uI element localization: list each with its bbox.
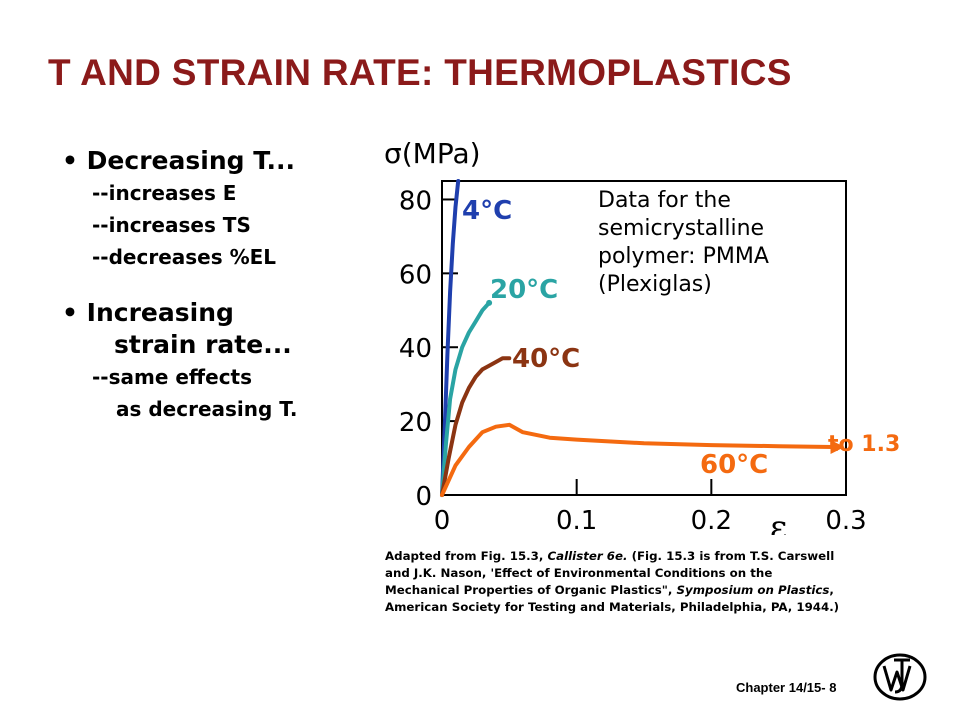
bullet-increasing: • Increasing <box>62 298 234 327</box>
y-tick-label: 0 <box>415 482 432 512</box>
series-label: 4°C <box>462 196 512 226</box>
x-axis-label: ε <box>770 508 788 535</box>
x-tick-label: 0.1 <box>556 506 597 535</box>
series-label: 40°C <box>512 344 580 374</box>
y-tick-label: 60 <box>399 260 432 290</box>
series-line <box>440 356 512 497</box>
sub-bullet: --decreases %EL <box>92 245 277 269</box>
series-end-point <box>486 299 493 306</box>
x-tick-label: 0 <box>434 506 451 535</box>
x-tick-label: 0.3 <box>825 506 866 535</box>
y-tick-label: 80 <box>399 186 432 216</box>
annotation-text: Data for the <box>598 188 731 213</box>
sub-bullet: as decreasing T. <box>116 397 298 421</box>
chapter-footer: Chapter 14/15- 8 <box>736 680 837 695</box>
y-tick-label: 20 <box>399 408 432 438</box>
y-tick-label: 40 <box>399 334 432 364</box>
series-line <box>440 422 835 497</box>
series-label: 20°C <box>490 275 558 305</box>
wiley-logo-icon <box>873 653 927 701</box>
slide-title: T AND STRAIN RATE: THERMOPLASTICS <box>48 52 792 93</box>
extension-label: to 1.3 <box>828 432 900 457</box>
bullet-decreasing-t: • Decreasing T... <box>62 146 295 175</box>
series-label: 60°C <box>700 450 768 480</box>
bullet-strain-rate: strain rate... <box>114 330 292 359</box>
annotation-text: polymer: PMMA <box>598 244 769 269</box>
series-line <box>440 179 461 497</box>
sub-bullet: --increases E <box>92 181 237 205</box>
bullet-list: • Decreasing T... --increases E --increa… <box>62 145 382 425</box>
figure-caption: Adapted from Fig. 15.3, Callister 6e. (F… <box>385 549 840 614</box>
annotation-text: (Plexiglas) <box>598 272 712 297</box>
stress-strain-chart: 0 20 40 60 80 0 0.1 0.2 0.3 σ(MPa) ε Data for the se… <box>384 137 900 535</box>
x-tick-label: 0.2 <box>691 506 732 535</box>
plot-frame <box>441 180 847 496</box>
sub-bullet: --same effects <box>92 365 253 389</box>
sub-bullet: --increases TS <box>92 213 251 237</box>
extension-arrow <box>830 439 845 454</box>
annotation-text: semicrystalline <box>598 216 764 241</box>
series-line <box>440 300 492 497</box>
y-axis-label: σ(MPa) <box>384 137 481 170</box>
